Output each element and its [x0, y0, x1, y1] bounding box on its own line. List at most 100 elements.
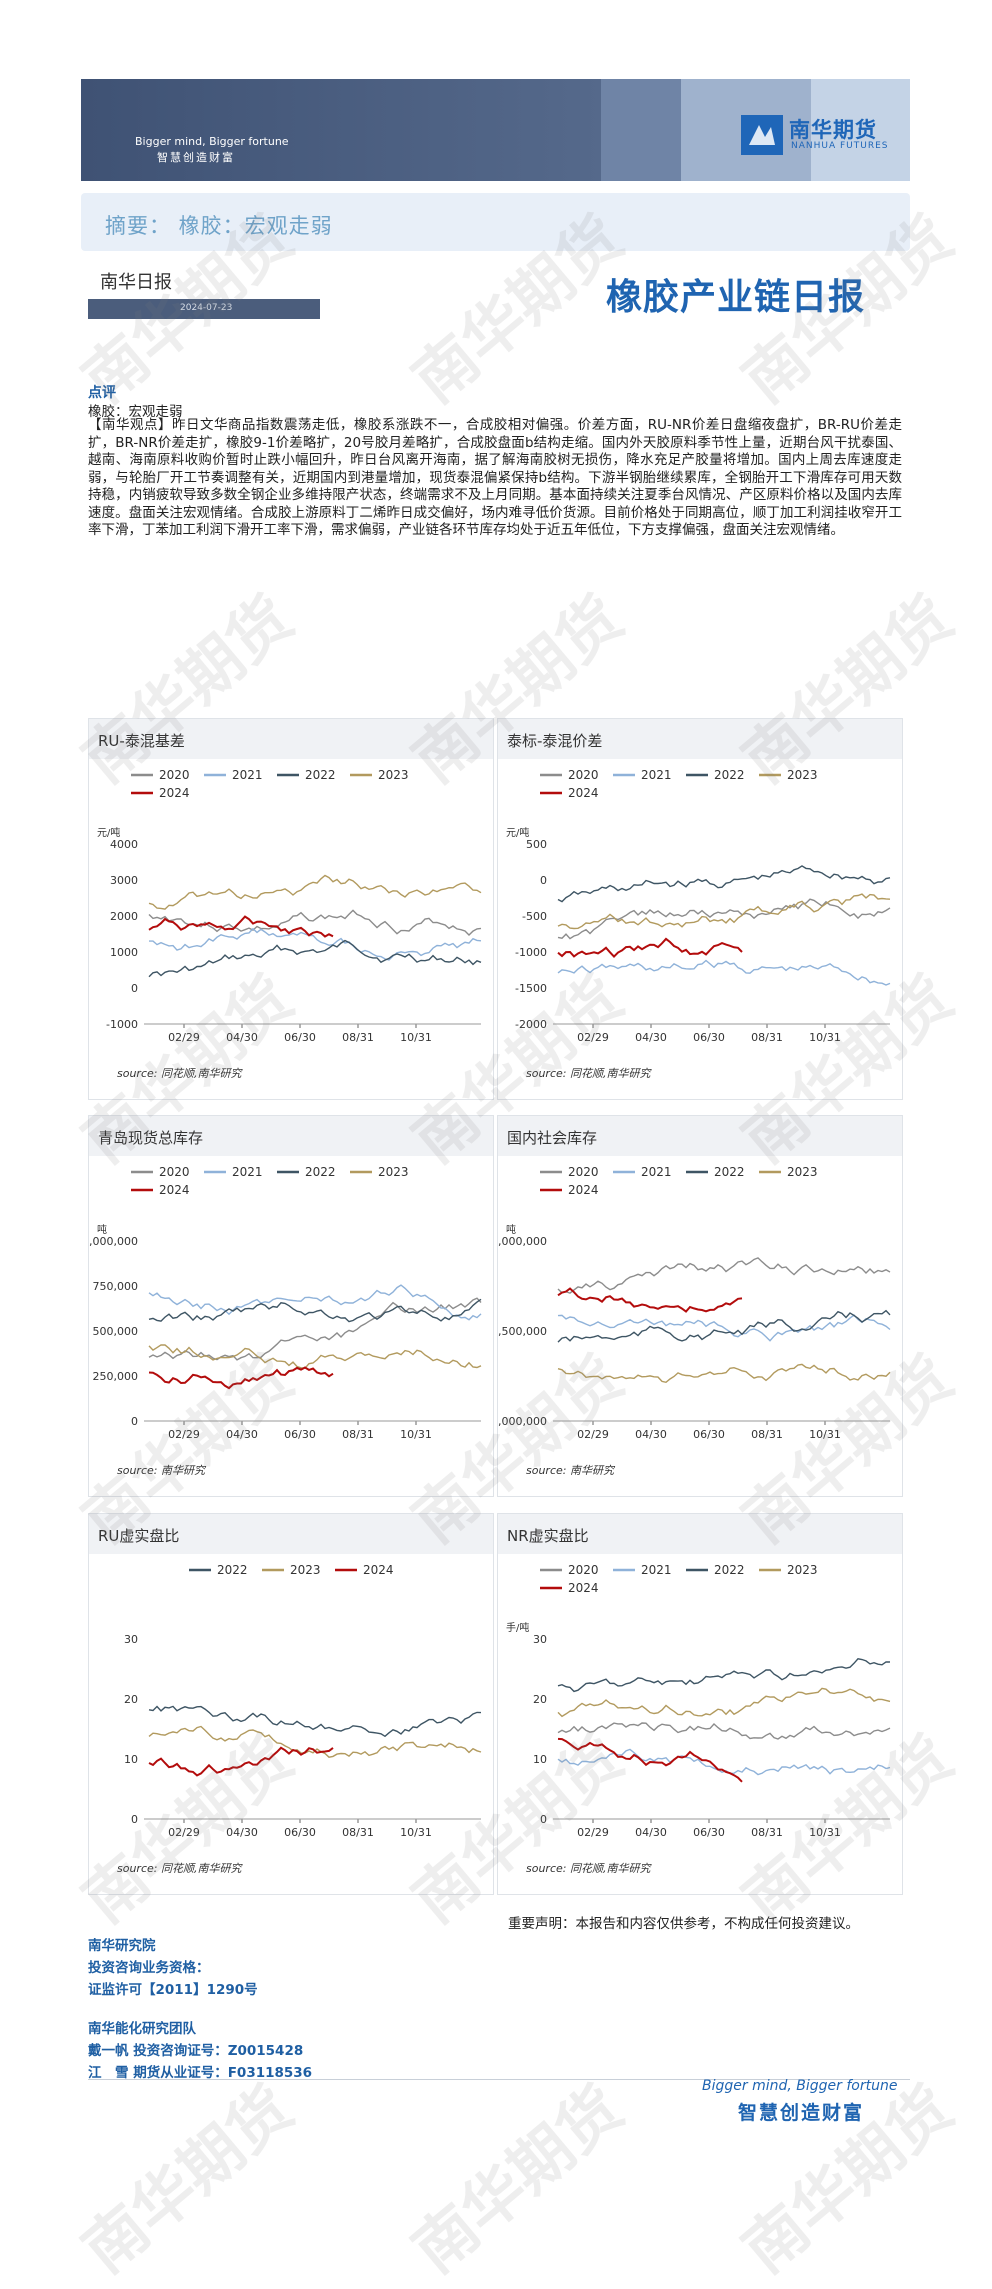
footer-qualification: 投资咨询业务资格： [88, 1960, 210, 1976]
chart-svg: 2020 2021 2022 2023 2024 吨2,000,000 1,500,000 1… [498, 1165, 891, 1477]
y-tick-label: 2000 [110, 910, 138, 923]
y-tick-label: 750,000 [93, 1280, 139, 1293]
legend-label: 2021 [232, 1165, 263, 1179]
series-line-2022 [148, 1298, 482, 1323]
legend-item: 2022 [277, 1165, 336, 1179]
legend-item: 2024 [540, 1581, 599, 1595]
x-tick-label: 10/31 [809, 1428, 841, 1441]
banner-band [81, 79, 601, 181]
legend-label: 2020 [159, 768, 190, 782]
chart-panel-ru-basis: RU-泰混基差 2020 2021 2022 2023 2024 元/吨 4000 3000 2… [88, 718, 494, 1100]
series-line-2023 [148, 1344, 482, 1369]
series-line-2021 [148, 1284, 482, 1321]
x-tick-label: 06/30 [284, 1826, 316, 1839]
chart-title: RU-泰混基差 [98, 732, 185, 750]
panel-header [89, 719, 493, 759]
y-tick-label: 10 [124, 1753, 138, 1766]
y-tick-label: 250,000 [93, 1370, 139, 1383]
logo-text-en: NANHUA FUTURES [791, 141, 889, 151]
series-line-2024 [557, 1737, 743, 1783]
chart-title: 青岛现货总库存 [98, 1129, 204, 1147]
legend-item: 2024 [540, 786, 599, 800]
chart-source: source: 同花顺,南华研究 [526, 1862, 652, 1875]
banner-slogan-cn: 智慧创造财富 [157, 151, 235, 164]
axis-unit: 吨 [97, 1223, 107, 1236]
series-line-2024 [557, 1287, 743, 1313]
legend-label: 2023 [290, 1563, 321, 1577]
watermark: 南华期货 [69, 2071, 307, 2287]
x-tick-label: 06/30 [693, 1031, 725, 1044]
legend-item: 2022 [686, 768, 745, 782]
x-tick-label: 02/29 [577, 1428, 609, 1441]
series-line-2021 [149, 927, 482, 961]
legend-item: 2021 [204, 1165, 263, 1179]
y-tick-label: -1500 [515, 982, 547, 995]
x-tick-label: 10/31 [809, 1826, 841, 1839]
x-tick-label: 06/30 [284, 1428, 316, 1441]
watermark: 南华期货 [729, 2071, 967, 2287]
y-tick-label: 0 [540, 1813, 547, 1826]
x-tick-label: 10/31 [400, 1031, 432, 1044]
y-tick-label: 20 [124, 1693, 138, 1706]
legend-item: 2020 [540, 768, 599, 782]
legend-label: 2021 [641, 1165, 672, 1179]
legend-label: 2022 [714, 1563, 745, 1577]
axis-unit: 吨 [506, 1223, 516, 1236]
logo-text-cn: 南华期货 [789, 118, 877, 142]
legend-item: 2021 [613, 1165, 672, 1179]
legend-item: 2024 [131, 786, 190, 800]
legend-label: 2024 [568, 1581, 599, 1595]
legend-label: 2023 [787, 1563, 818, 1577]
footer-analyst-2: 江 雪 期货从业证号：F03118536 [88, 2065, 313, 2081]
panel-header [498, 1116, 902, 1156]
x-tick-label: 02/29 [168, 1826, 200, 1839]
y-tick-label: 1,500,000 [498, 1325, 547, 1338]
legend-item: 2021 [613, 768, 672, 782]
legend-item: 2022 [686, 1563, 745, 1577]
series-line-2022 [148, 939, 482, 978]
legend-item: 2023 [350, 1165, 409, 1179]
legend-item: 2023 [759, 1165, 818, 1179]
report-title: 橡胶产业链日报 [606, 277, 866, 318]
series-line-2022 [148, 1705, 482, 1738]
x-tick-label: 10/31 [809, 1031, 841, 1044]
x-tick-label: 04/30 [226, 1428, 258, 1441]
x-tick-label: 08/31 [751, 1428, 783, 1441]
legend-label: 2023 [787, 768, 818, 782]
footer-license: 证监许可【2011】1290号 [88, 1982, 258, 1998]
x-tick-label: 08/31 [342, 1428, 374, 1441]
axis-unit: 元/吨 [506, 826, 529, 839]
series-line-2023 [557, 1363, 891, 1384]
series-line-2023 [557, 1687, 891, 1718]
y-tick-label: 30 [124, 1633, 138, 1646]
chart-title: 泰标-泰混价差 [507, 732, 603, 750]
series-line-2021 [557, 1314, 891, 1342]
chart-source: source: 同花顺,南华研究 [117, 1067, 243, 1080]
watermark: 南华期货 [399, 2071, 637, 2287]
legend-item: 2024 [335, 1563, 394, 1577]
footer-slogan-en: Bigger mind, Bigger fortune [702, 2078, 898, 2094]
legend-label: 2021 [232, 768, 263, 782]
footer-divider [88, 2079, 910, 2080]
chart-source: source: 南华研究 [117, 1464, 207, 1477]
legend-item: 2024 [540, 1183, 599, 1197]
chart-panel-social-stock: 国内社会库存 2020 2021 2022 2023 2024 吨2,000,000 1,5… [497, 1115, 903, 1497]
chart-panel-thai-spread: 泰标-泰混价差 2020 2021 2022 2023 2024 元/吨 500 0 -500 -… [497, 718, 903, 1100]
legend-label: 2024 [568, 1183, 599, 1197]
series-line-2020 [148, 1297, 482, 1361]
series-line-2020 [557, 1722, 891, 1740]
x-tick-label: 08/31 [751, 1031, 783, 1044]
legend-label: 2023 [787, 1165, 818, 1179]
disclaimer: 重要声明：本报告和内容仅供参考，不构成任何投资建议。 [508, 1916, 859, 1932]
y-tick-label: -500 [522, 910, 547, 923]
legend-item: 2023 [350, 768, 409, 782]
x-tick-label: 08/31 [342, 1031, 374, 1044]
legend-label: 2022 [714, 1165, 745, 1179]
footer-team: 南华能化研究团队 [88, 2021, 196, 2037]
panel-header [89, 1116, 493, 1156]
banner-slogan-en: Bigger mind, Bigger fortune [135, 135, 289, 148]
legend-item: 2020 [540, 1165, 599, 1179]
panel-header [498, 1514, 902, 1554]
commentary-subheading: 橡胶：宏观走弱 [88, 404, 183, 420]
